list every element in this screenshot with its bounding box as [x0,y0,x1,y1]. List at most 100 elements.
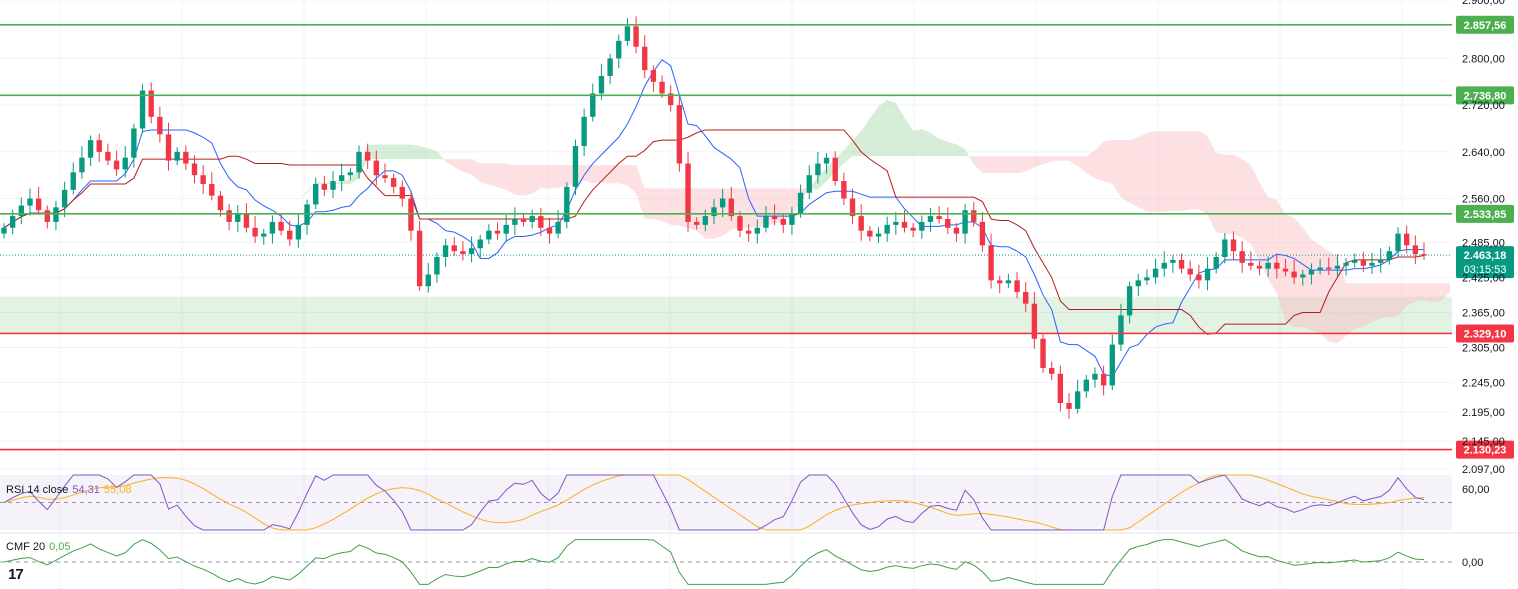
candle-body [252,227,258,237]
cloud-segment [982,156,992,174]
candle-body [460,251,466,255]
cloud-segment [1294,217,1303,328]
cloud-segment [523,164,533,196]
cloud-segment [1129,137,1139,208]
cloud-segment [1172,131,1182,211]
rsi-line [3,474,1425,531]
cmf-legend[interactable]: CMF 20 0,05 [6,541,71,553]
candle-body [9,216,16,228]
candle-body [815,163,821,176]
candle-body [1161,262,1167,269]
candle-body [105,151,111,161]
candle-body [1187,268,1193,275]
tradingview-logo-icon[interactable]: 17 [8,566,24,583]
candle-body [823,157,830,164]
countdown-label: 03:15:53 [1464,264,1507,276]
candle-body [243,213,250,228]
candle-body [581,116,587,147]
candle-body [1395,233,1401,252]
candle-body [1066,403,1072,409]
candle-body [416,230,423,287]
candle-body [771,216,778,220]
candle-body [1300,274,1306,278]
cloud-segment [618,164,628,186]
candle-body [1326,267,1332,269]
candle-body [1178,259,1185,269]
candle-body [971,210,977,222]
candle-body [18,205,25,217]
last-price-badge [1456,246,1514,279]
cloud-segment [436,151,446,162]
cloud-segment [281,208,290,214]
support-zone-rect [0,296,1452,334]
candle-body [997,280,1003,284]
candle-body [1040,338,1046,368]
price-tick-label: 2.485,00 [1462,237,1505,249]
candle-body [979,221,986,246]
cloud-segment [913,129,922,157]
candle-body [434,256,440,275]
candle-body [261,233,267,237]
candle-body [1343,262,1349,266]
cloud-segment [532,164,541,194]
candle-body [1334,265,1341,269]
cloud-segment [973,156,983,174]
cloud-segment [1224,154,1234,234]
cloud-segment [393,144,403,160]
candle-body [598,75,605,94]
cloud-segment [1233,154,1243,239]
candle-body [624,26,631,41]
price-axis[interactable]: 2.900,00 2.800,00 2.720,00 2.640,00 2.560,00… [1462,0,1505,476]
cloud-segment [1424,283,1433,303]
candle-body [988,245,994,281]
candle-body [399,186,405,199]
cloud-segment [1025,156,1035,172]
candle-body [1403,233,1410,246]
rsi-tick-label: 60,00 [1462,484,1490,496]
cloud-segment [1138,132,1147,212]
cloud-segment [350,168,359,184]
candle-body [1092,373,1098,380]
candle-body [884,224,890,234]
cloud-segment [1363,283,1373,328]
candle-body [668,93,674,106]
candle-body [841,181,847,199]
cloud-segment [1259,182,1269,279]
candle-body [607,58,613,76]
cloud-segment [1051,156,1061,162]
candle-body [235,213,241,222]
cloud-segment [1198,131,1208,215]
cloud-segment [497,163,507,190]
level-label: 2.130,23 [1464,445,1507,457]
candle-body [27,198,33,206]
candle-body [96,140,102,152]
cmf-tick-label: 0,00 [1462,557,1483,569]
cloud-segment [1077,156,1087,174]
candle-body [702,216,709,225]
cloud-segment [1120,140,1130,203]
candle-body [659,81,665,94]
cmf-title: CMF 20 [6,541,46,553]
cloud-segment [514,164,524,196]
cmf-pane[interactable]: 0,00 [0,539,1483,585]
cloud-segment [653,188,663,222]
rsi-pane[interactable]: 60,00 [0,474,1518,534]
candle-body [1265,262,1271,269]
candle-body [1274,262,1280,269]
level-badge [1456,440,1514,459]
horizontal-levels[interactable]: 2.857,56 2.736,80 2.533,85 2.329,10 2.130,23… [0,15,1514,459]
rsi-legend[interactable]: RSI 14 close 54,31 55,08 [6,484,131,496]
candle-body [61,189,68,208]
candle-body [321,183,328,190]
cloud-segment [1398,283,1407,317]
price-tick-label: 2.720,00 [1462,100,1505,112]
candle-body [893,221,899,225]
level-badge [1456,204,1514,223]
level-label: 2.329,10 [1464,328,1507,340]
candle-body [858,216,864,231]
candle-body [1248,262,1254,266]
candle-body [382,175,388,179]
cloud-segment [1346,283,1355,336]
price-tick-label: 2.195,00 [1462,407,1505,419]
